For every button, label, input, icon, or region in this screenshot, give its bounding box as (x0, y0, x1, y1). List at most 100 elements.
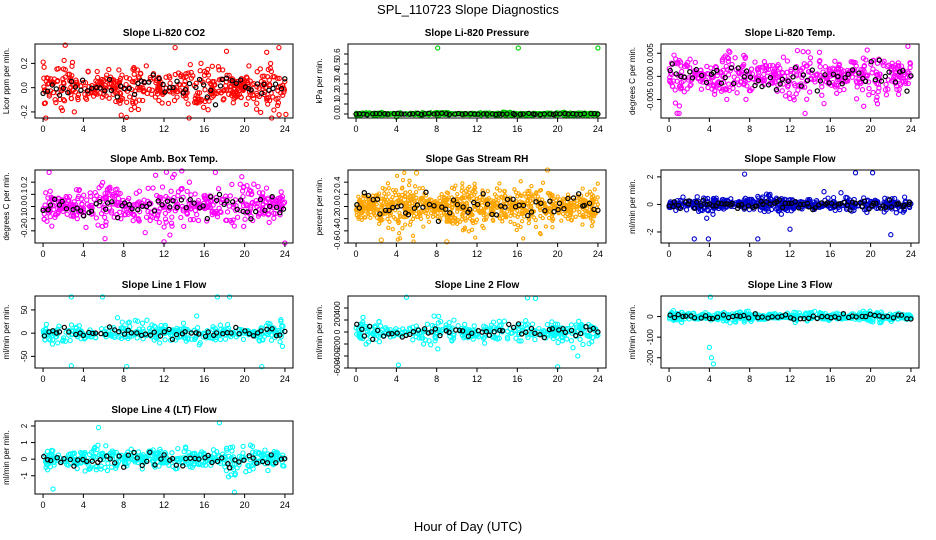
data-point (868, 61, 874, 67)
hourly-point (204, 94, 210, 100)
outlier-point (395, 362, 402, 368)
data-point (55, 340, 61, 346)
data-point (870, 89, 876, 96)
hourly-point (785, 78, 791, 84)
data-point (804, 96, 810, 102)
data-point (205, 204, 211, 211)
data-point (182, 78, 188, 85)
data-point (103, 222, 109, 228)
data-point (255, 183, 261, 190)
x-tick-label: 12 (159, 374, 169, 384)
data-point (279, 343, 286, 350)
data-point (167, 232, 173, 238)
hourly-point (278, 85, 285, 92)
hourly-point (117, 83, 124, 89)
x-tick-label: 4 (394, 249, 399, 259)
hourly-point (689, 75, 696, 81)
data-point (75, 92, 82, 98)
hourly-point (687, 69, 693, 75)
y-tick-label: 400 (333, 301, 342, 315)
panel-title: Slope Li-820 CO2 (123, 28, 206, 39)
hourly-point (777, 81, 783, 87)
y-tick-label: 2 (646, 174, 655, 179)
hourly-point (699, 72, 705, 79)
data-point (480, 223, 485, 229)
data-point (759, 64, 766, 70)
data-point (163, 169, 170, 175)
data-point (157, 340, 163, 346)
data-point (864, 47, 870, 53)
data-point (560, 211, 566, 217)
hourly-point (431, 111, 437, 117)
data-point (525, 334, 531, 341)
data-point (221, 96, 227, 102)
data-point (371, 210, 377, 215)
data-point (394, 173, 400, 179)
data-point (202, 87, 208, 93)
data-point (883, 92, 890, 98)
x-tick-label: 0 (667, 249, 672, 259)
data-point (564, 336, 570, 342)
data-point (98, 210, 105, 217)
hourly-point (562, 110, 568, 117)
data-point (200, 79, 206, 86)
data-point (462, 321, 468, 328)
data-point (752, 59, 758, 65)
data-point (729, 61, 735, 68)
data-point (53, 99, 59, 106)
hourly-point (728, 65, 735, 71)
y-tick-label: 0.005 (646, 43, 655, 64)
data-point (71, 199, 77, 205)
data-point (870, 66, 876, 72)
hourly-point (382, 110, 388, 117)
data-point (55, 65, 61, 72)
data-point (263, 185, 270, 191)
data-point (157, 206, 163, 212)
hourly-point (223, 75, 230, 81)
data-point (237, 181, 243, 187)
data-point (192, 191, 198, 197)
data-point (85, 91, 91, 97)
hourly-point (84, 88, 91, 94)
data-point (150, 185, 156, 191)
data-point (42, 100, 48, 106)
data-point (720, 67, 726, 73)
data-point (854, 84, 860, 90)
x-tick-label: 0 (667, 124, 672, 134)
data-point (241, 223, 247, 230)
x-tick-label: 4 (81, 124, 86, 134)
x-tick-label: 16 (825, 249, 835, 259)
data-point (453, 183, 458, 188)
data-point (231, 202, 237, 208)
data-point (725, 58, 731, 64)
hourly-point (56, 92, 63, 98)
hourly-point (150, 72, 156, 78)
data-point (577, 336, 583, 342)
data-point (231, 223, 237, 229)
data-point (66, 71, 73, 77)
data-point (75, 94, 81, 101)
data-point (895, 60, 901, 66)
hourly-point (254, 81, 261, 87)
y-tick-label: 0.1 (20, 188, 29, 200)
x-tick-label: 16 (512, 249, 522, 259)
outlier-point (435, 45, 441, 51)
data-point (678, 79, 685, 86)
hourly-point (765, 82, 772, 88)
data-point (271, 215, 277, 221)
hourly-point (790, 74, 796, 80)
data-point (230, 100, 236, 106)
data-point (114, 211, 120, 218)
hourly-point (480, 111, 487, 117)
hourly-point (878, 78, 885, 84)
y-tick-label: 0 (646, 202, 655, 207)
data-point (89, 205, 95, 211)
data-point (136, 218, 142, 224)
x-tick-label: 0 (41, 249, 46, 259)
y-tick-label: 0.000 (646, 66, 655, 87)
data-point (119, 72, 125, 78)
hourly-point (407, 111, 413, 117)
data-point (414, 195, 419, 200)
data-point (501, 318, 507, 324)
